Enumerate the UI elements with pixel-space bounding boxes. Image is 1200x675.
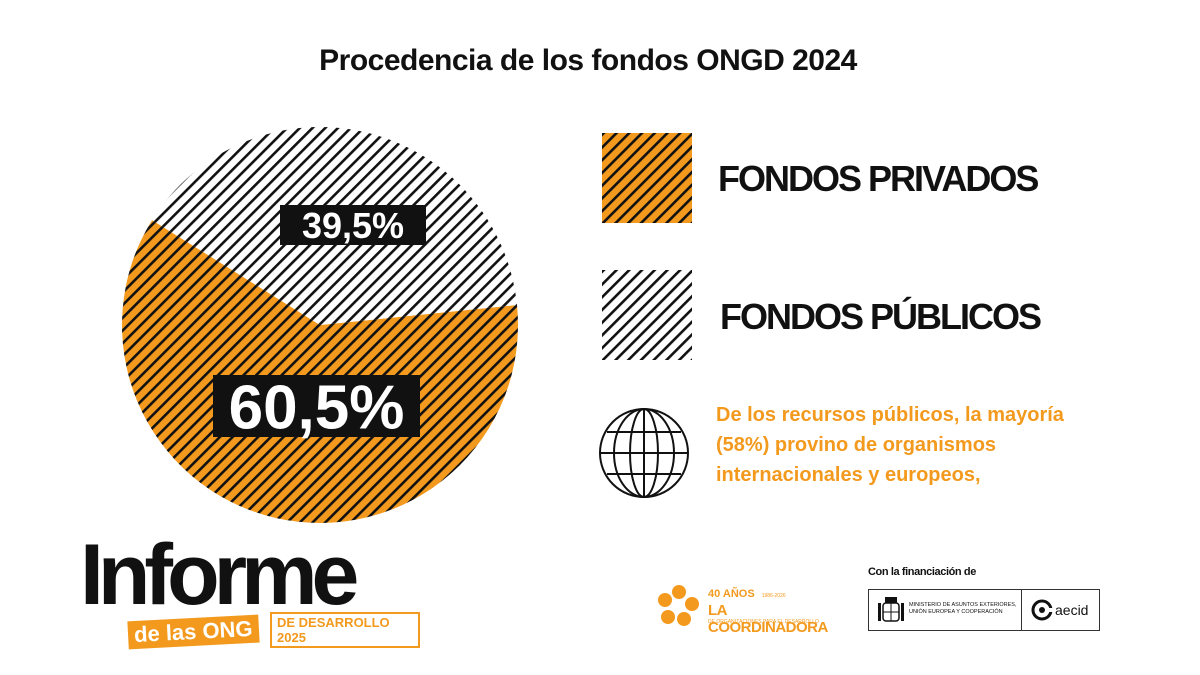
globe-icon — [599, 408, 689, 498]
sponsor-divider — [1021, 590, 1022, 630]
note-text: De los recursos públicos, la mayoría (58… — [716, 404, 1064, 486]
pie-label-publicos: 39,5% — [302, 205, 404, 246]
coordinadora-anniversary: 40 AÑOS 1986-2026 — [708, 588, 786, 600]
financing-label: Con la financiación de — [868, 566, 976, 578]
informe-logo: Informe de las ONG DE DESARROLLO 2025 — [80, 530, 420, 660]
legend-label-privados: FONDOS PRIVADOS — [718, 158, 1039, 199]
pie-label-box-publicos — [280, 205, 426, 245]
legend-swatch-publicos — [602, 270, 692, 360]
pie-slice-privados — [122, 220, 519, 523]
coat-of-arms-icon — [878, 597, 904, 622]
aecid-text: aecid — [1055, 602, 1089, 618]
pie-label-privados: 60,5% — [229, 373, 405, 442]
legend-swatch-privados — [602, 133, 692, 223]
coordinadora-subtitle: DE ORGANIZACIONES PARA EL DESARROLLO — [708, 619, 819, 625]
sponsor-logos: MINISTERIO DE ASUNTOS EXTERIORES, UNIÓN … — [868, 589, 1100, 631]
pie-label-box-privados — [213, 375, 420, 437]
logo-sub2-text: DE DESARROLLO 2025 — [270, 612, 420, 648]
legend-label-publicos: FONDOS PÚBLICOS — [720, 296, 1042, 337]
chart-title: Procedencia de los fondos ONGD 2024 — [319, 44, 857, 77]
coordinadora-logo: 40 AÑOS 1986-2026 LA COORDINADORA DE ORG… — [656, 582, 836, 636]
ministry-text: MINISTERIO DE ASUNTOS EXTERIORES, UNIÓN … — [909, 602, 1017, 615]
coordinadora-name: LA COORDINADORA — [708, 602, 828, 636]
coordinadora-flower-icon — [658, 585, 699, 626]
pie-chart: 60,5% 39,5% — [122, 126, 519, 523]
logo-sub-text: de las ONG — [127, 614, 260, 650]
logo-main-text: Informe — [80, 527, 359, 623]
aecid-icon — [1031, 599, 1053, 621]
